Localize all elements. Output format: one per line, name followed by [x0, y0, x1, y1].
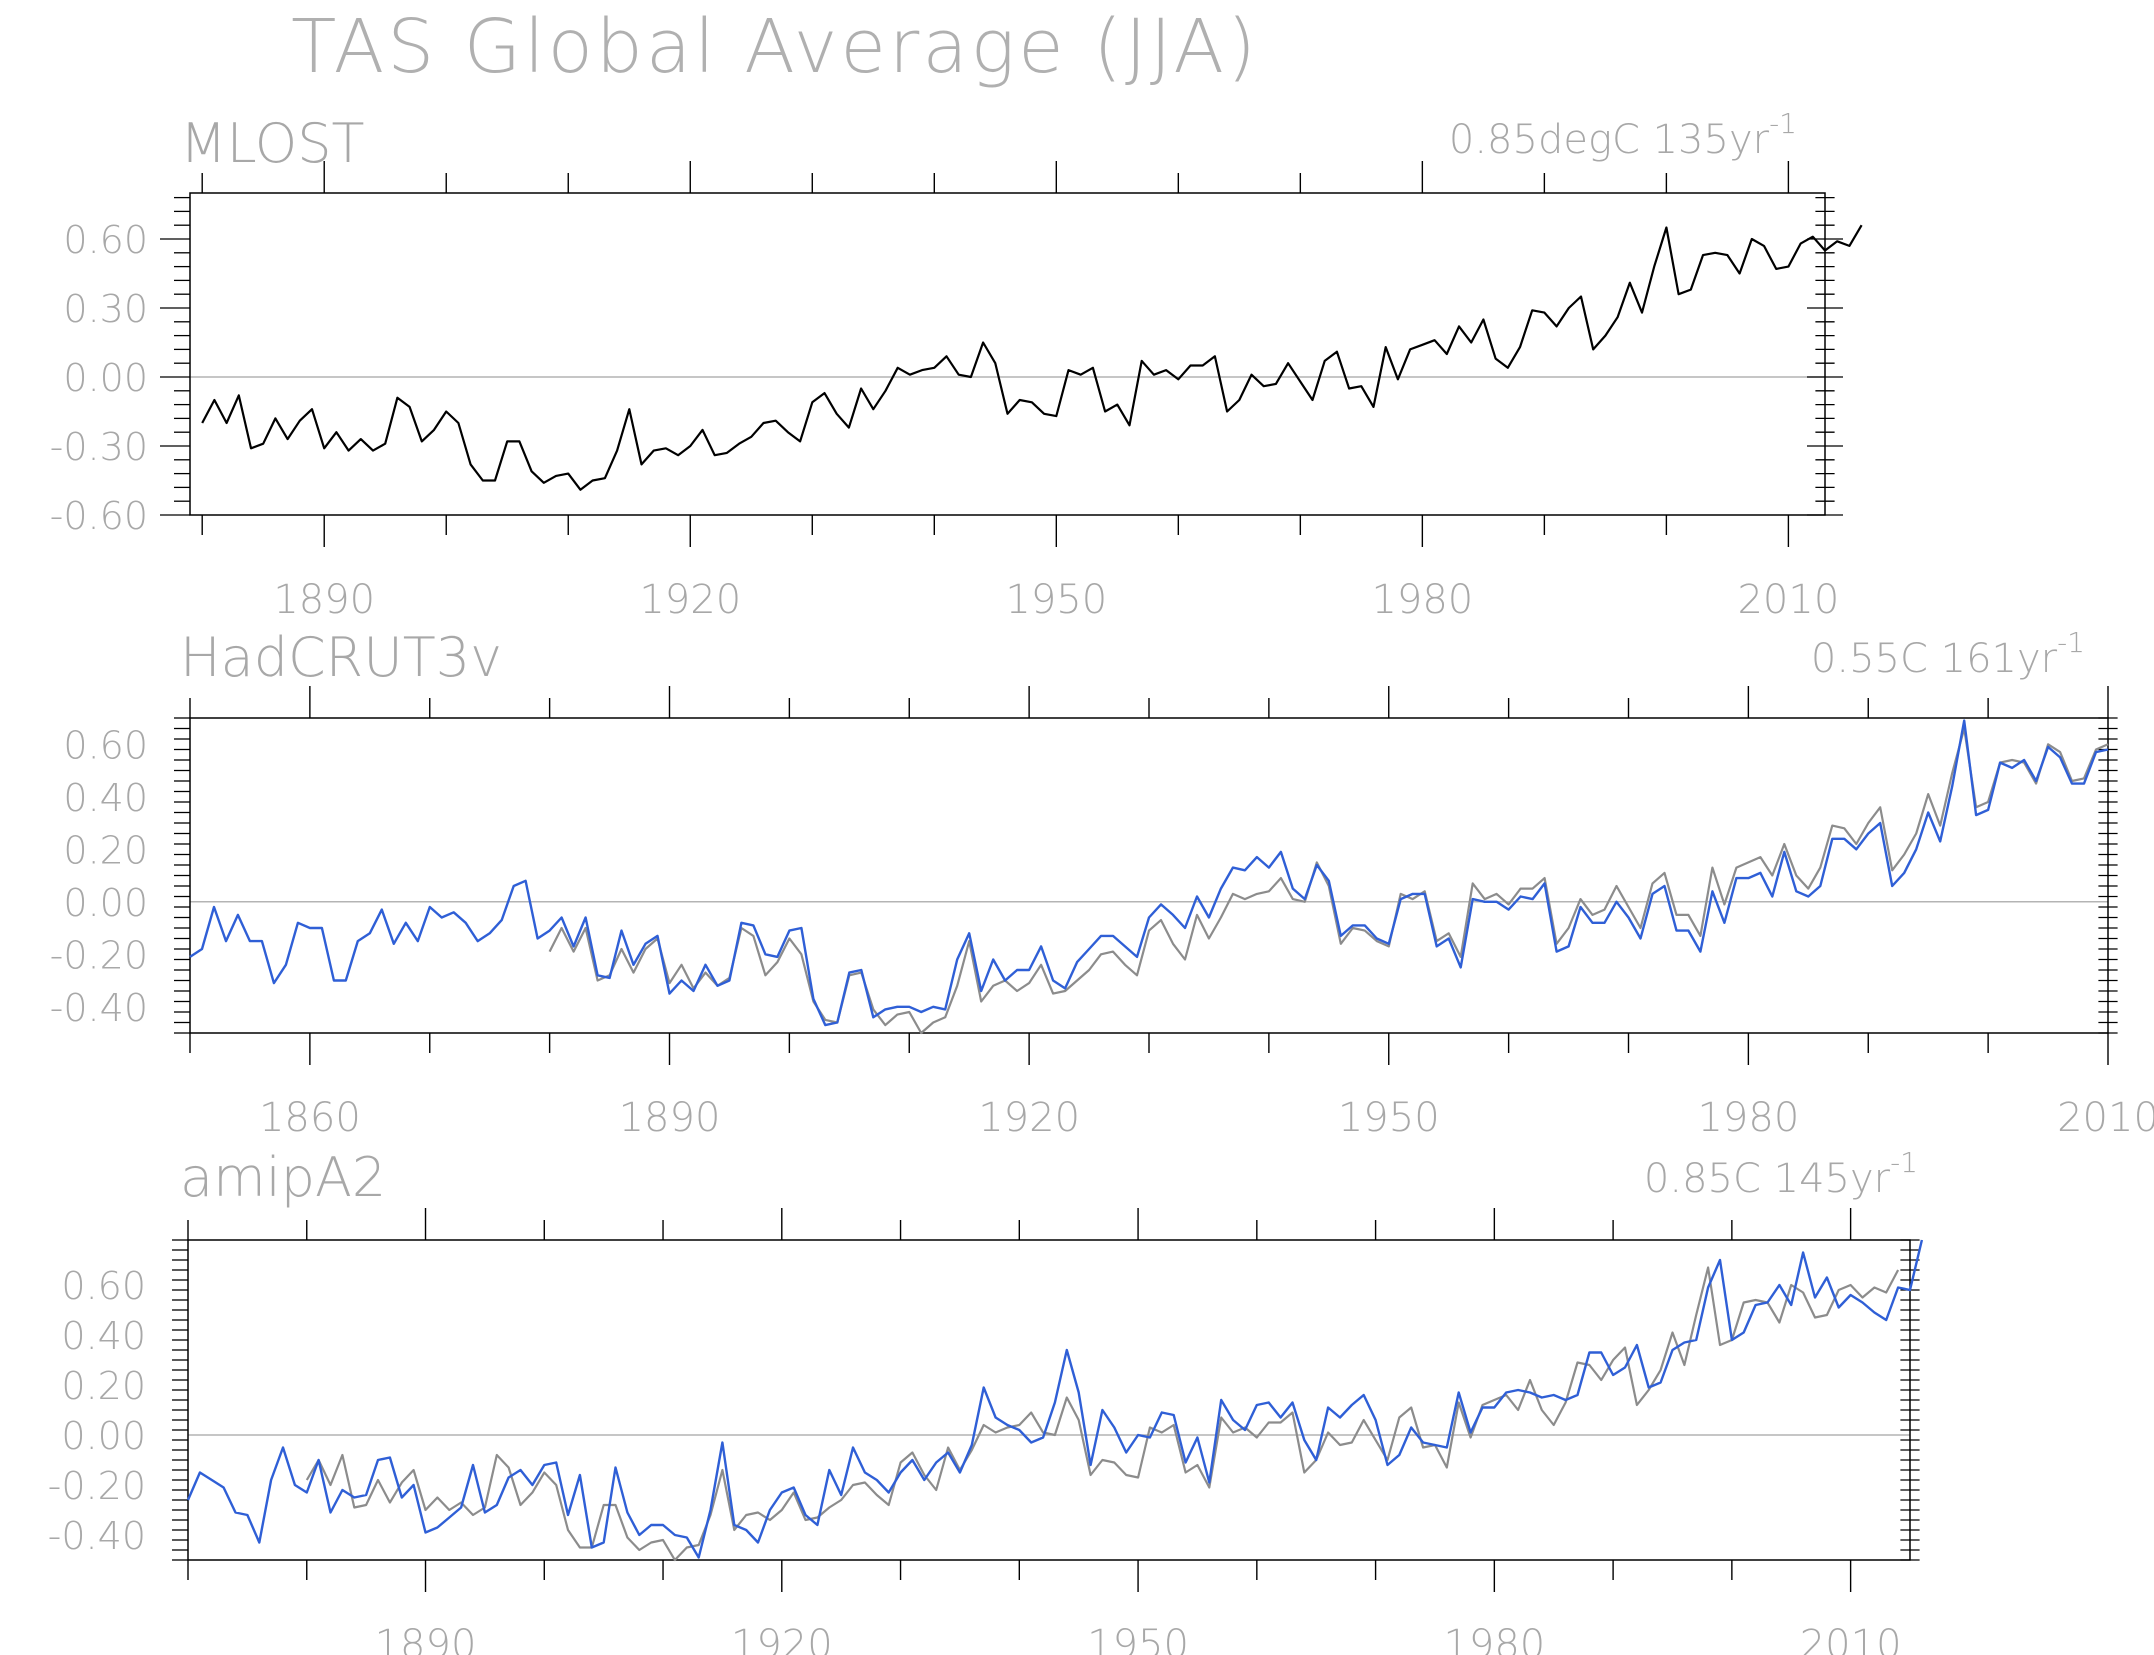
x-ticks — [189, 686, 2109, 1065]
x-tick-label: 1860 — [259, 1095, 361, 1141]
x-ticks — [187, 1208, 1852, 1592]
y-tick-label: 0.20 — [63, 828, 148, 872]
y-tick-label: 0.00 — [63, 881, 148, 925]
x-tick-label: 1980 — [1371, 577, 1473, 623]
y-tick-label: 0.60 — [63, 218, 148, 262]
x-tick-label: 1920 — [978, 1095, 1080, 1141]
y-tick-label: -0.60 — [50, 494, 148, 538]
y-ticks — [172, 1239, 1920, 1561]
plot-frame — [189, 717, 2109, 1034]
plot-frame — [187, 1239, 1911, 1561]
x-tick-label: 1920 — [731, 1622, 833, 1655]
y-tick-label: -0.20 — [48, 1464, 146, 1508]
y-tick-label: -0.40 — [50, 986, 148, 1030]
y-tick-label: 0.40 — [63, 776, 148, 820]
y-ticks — [174, 717, 2118, 1034]
y-tick-label: 0.40 — [61, 1314, 146, 1358]
panel-3: -0.40 -0.20 0.00 0.20 0.40 0.60 1890 1920 1950 19… — [48, 1146, 1924, 1655]
x-tick-label: 1950 — [1087, 1622, 1189, 1655]
y-tick-label: -0.30 — [50, 425, 148, 469]
y-ticks — [160, 196, 1843, 516]
y-tick-label: -0.40 — [48, 1514, 146, 1558]
panel-title: amipA2 — [180, 1146, 386, 1209]
y-tick-label: 0.00 — [61, 1414, 146, 1458]
panel-1: -0.60 -0.30 0.00 0.30 0.60 1890 1920 1950 1980 20… — [50, 107, 1863, 623]
panel-2: -0.40 -0.20 0.00 0.20 0.40 0.60 1860 1890 1920 19… — [50, 626, 2154, 1141]
y-tick-label: -0.20 — [50, 933, 148, 977]
x-tick-label: 1980 — [1697, 1095, 1799, 1141]
series-line-black — [201, 224, 1863, 491]
x-tick-label: 1980 — [1443, 1622, 1545, 1655]
x-tick-label: 1950 — [1005, 577, 1107, 623]
trend-annotation: 0.85C 145yr-1 — [1644, 1146, 1918, 1202]
series-line-obs — [305, 1266, 1900, 1562]
x-tick-label: 1890 — [619, 1095, 721, 1141]
x-ticks — [201, 161, 1790, 547]
x-tick-label: 1920 — [639, 577, 741, 623]
x-tick-label: 1890 — [375, 1622, 477, 1655]
plot-frame — [189, 192, 1826, 516]
y-tick-label: 0.20 — [61, 1364, 146, 1408]
panel-title: HadCRUT3v — [180, 626, 502, 689]
x-tick-label: 1950 — [1338, 1095, 1440, 1141]
x-tick-label: 2010 — [1737, 577, 1839, 623]
x-tick-label: 1890 — [273, 577, 375, 623]
y-tick-label: 0.60 — [61, 1264, 146, 1308]
x-tick-label: 2010 — [1800, 1622, 1902, 1655]
y-tick-label: 0.60 — [63, 723, 148, 767]
y-tick-label: 0.30 — [63, 287, 148, 331]
series-line-model — [189, 719, 2109, 1027]
figure-title: TAS Global Average (JJA) — [291, 4, 1259, 90]
trend-annotation: 0.55C 161yr-1 — [1811, 626, 2085, 682]
series-line-model — [186, 1239, 1924, 1559]
y-tick-label: 0.00 — [63, 356, 148, 400]
trend-annotation: 0.85degC 135yr-1 — [1449, 107, 1797, 163]
x-tick-label: 2010 — [2057, 1095, 2154, 1141]
panel-title: MLOST — [180, 112, 365, 175]
